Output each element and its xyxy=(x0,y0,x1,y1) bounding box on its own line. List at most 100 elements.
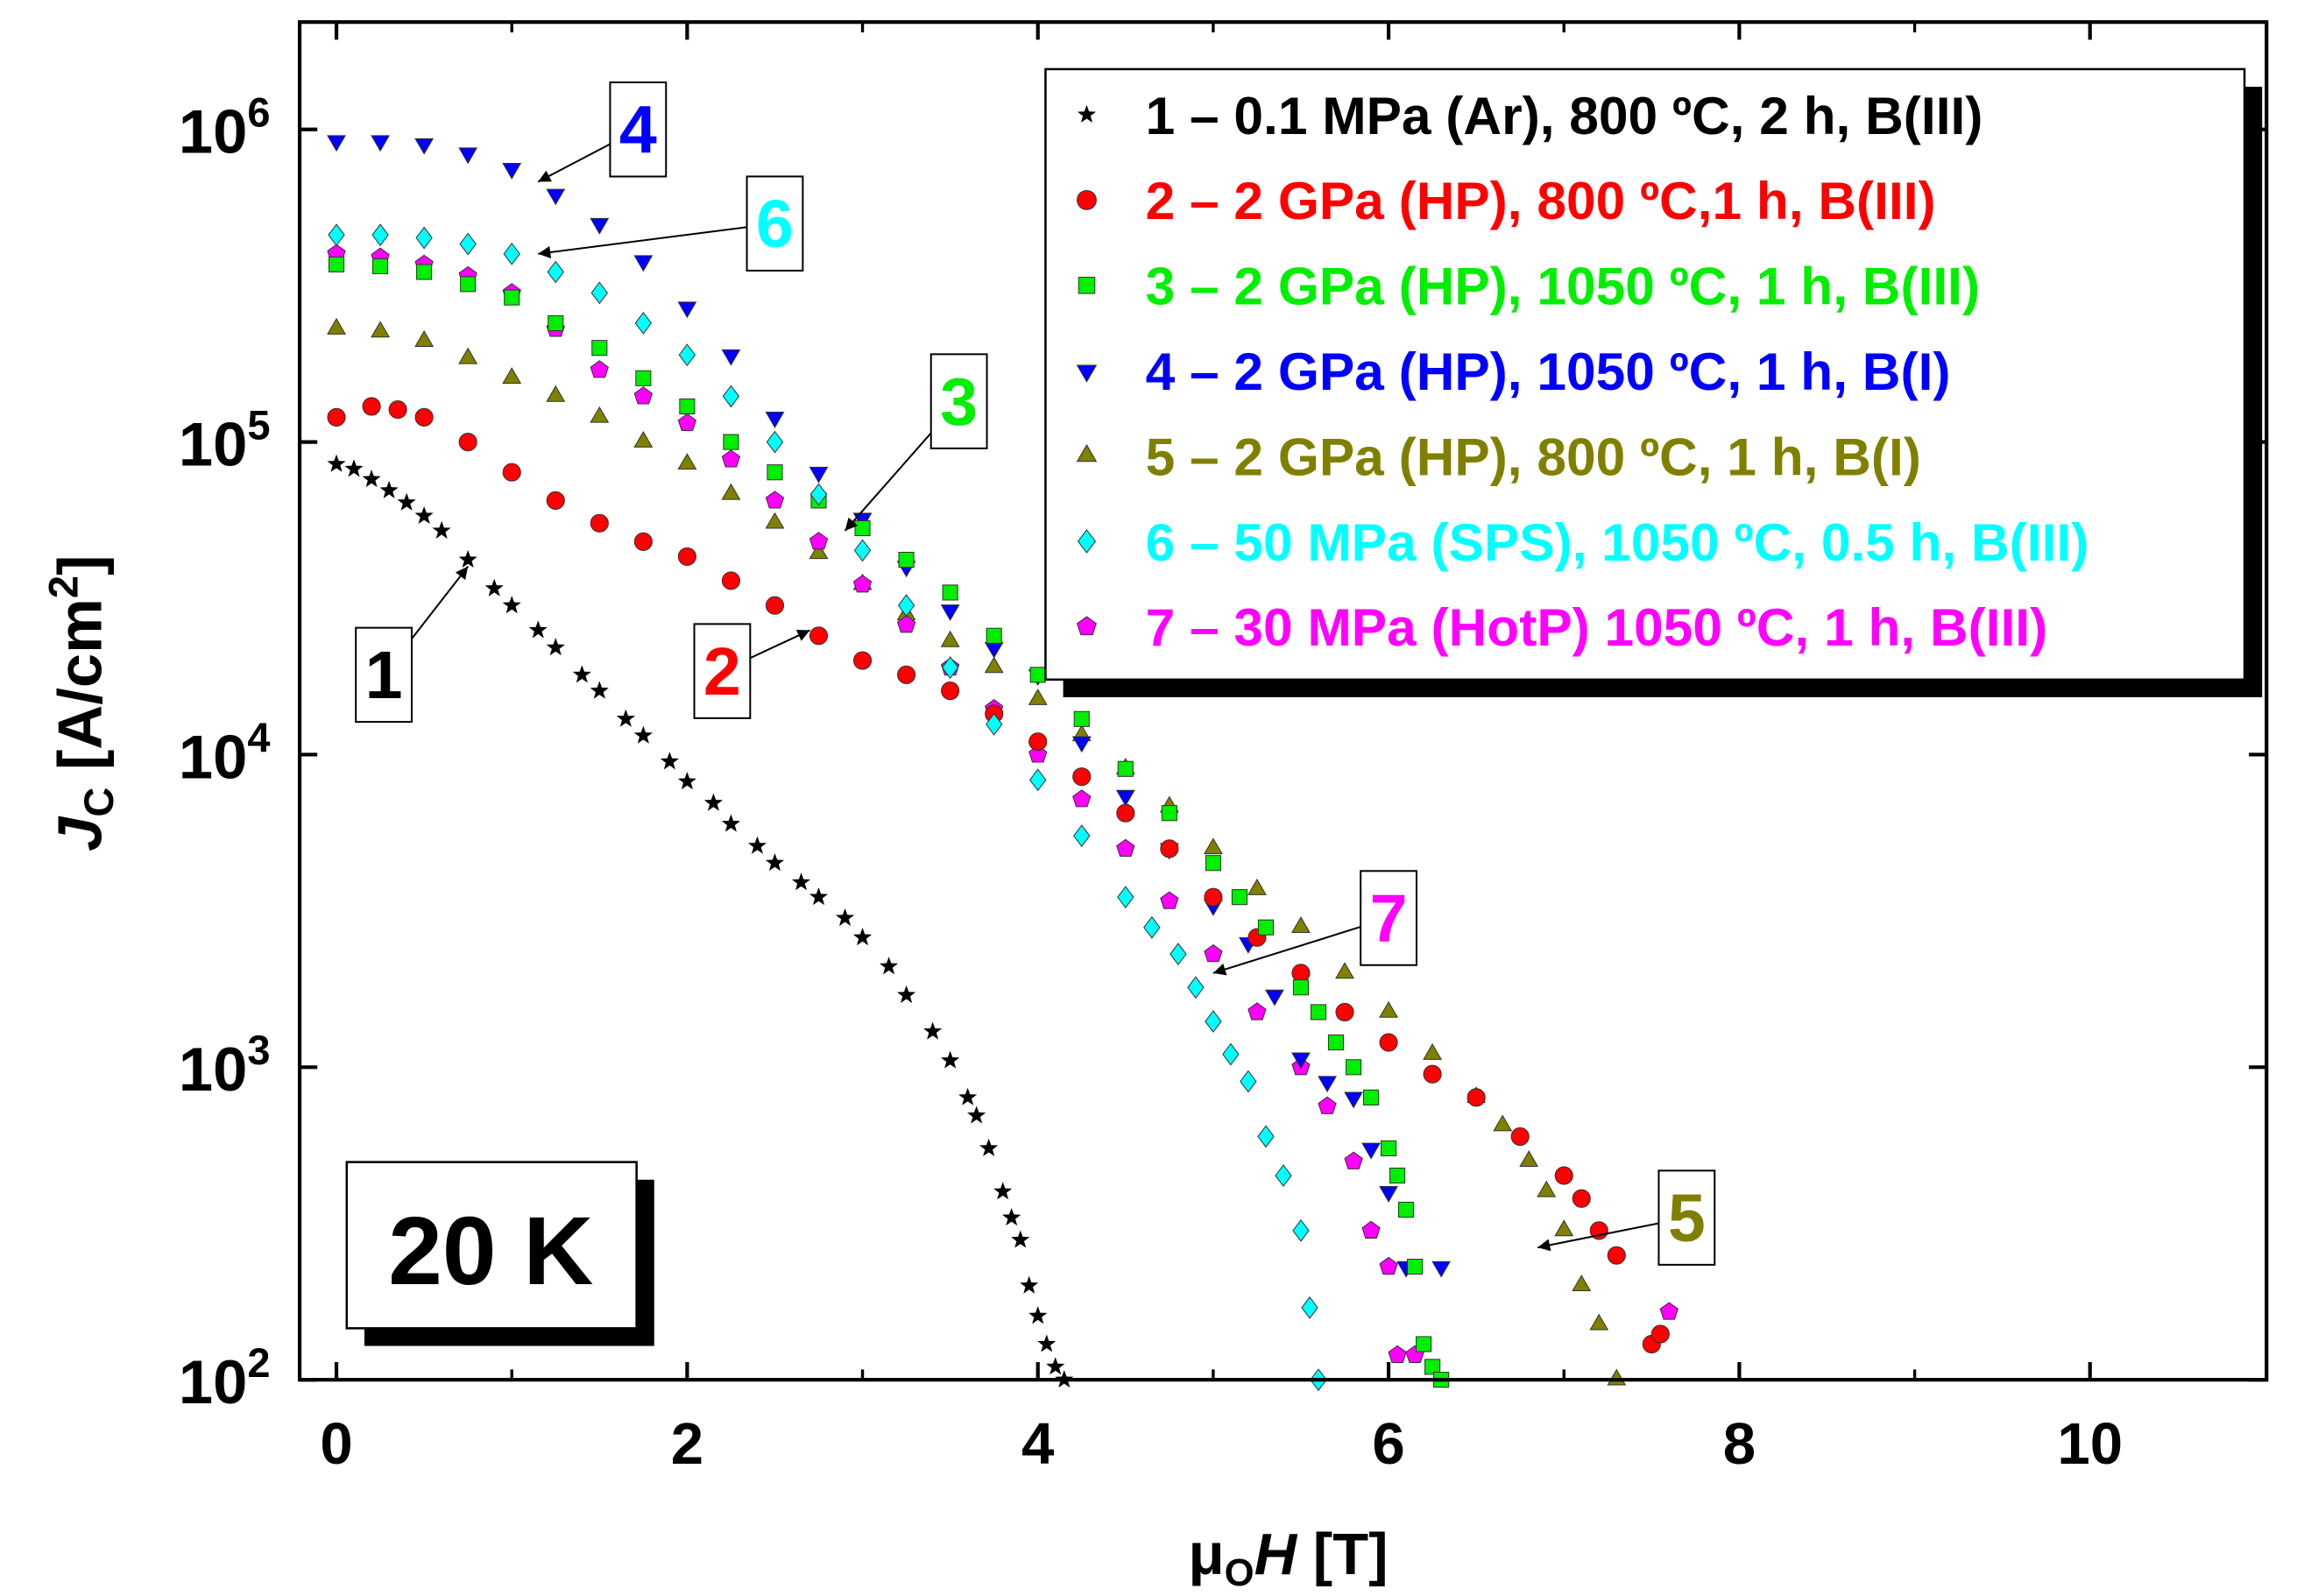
data-point-series-2 xyxy=(1379,1033,1398,1052)
data-point-series-5 xyxy=(1028,689,1048,705)
data-point-series-2 xyxy=(852,651,873,670)
x-tick-label: 8 xyxy=(1723,1411,1756,1477)
annotations: 1 2 3 4 5 6 7 xyxy=(355,81,1716,1266)
temperature-label-box: 20 K xyxy=(345,1161,654,1346)
data-point-series-1 xyxy=(502,596,521,614)
data-point-series-1 xyxy=(747,836,767,854)
data-point-series-5 xyxy=(1589,1313,1609,1331)
data-point-series-6 xyxy=(1029,768,1047,792)
data-point-series-3 xyxy=(898,551,915,568)
data-point-series-7 xyxy=(721,449,741,468)
data-point-series-2 xyxy=(1572,1189,1591,1208)
data-point-series-6 xyxy=(766,430,784,454)
data-point-series-1 xyxy=(835,907,855,927)
data-point-series-6 xyxy=(371,223,389,247)
data-point-series-3 xyxy=(1380,1140,1397,1157)
data-point-series-6 xyxy=(415,226,433,250)
data-point-series-1 xyxy=(941,1050,960,1069)
data-point-series-4 xyxy=(765,412,785,429)
data-point-series-2 xyxy=(765,596,785,615)
data-point-series-4 xyxy=(414,138,435,155)
data-point-series-6 xyxy=(503,242,520,265)
data-point-series-4 xyxy=(1318,1076,1337,1093)
annotation-box xyxy=(929,353,988,449)
data-point-series-7 xyxy=(1659,1302,1679,1320)
data-point-series-1 xyxy=(362,470,381,488)
legend-item-7: 7 – 30 MPa (HotP) 1050 ºC, 1 h, B(III) xyxy=(1076,597,2047,657)
y-tick-label: 104 xyxy=(179,714,271,791)
data-point-series-6 xyxy=(1275,1164,1292,1187)
data-point-series-3 xyxy=(591,340,608,357)
data-point-series-1 xyxy=(633,725,653,744)
data-point-series-3 xyxy=(416,264,433,280)
data-point-series-3 xyxy=(1362,1089,1380,1105)
data-point-series-7 xyxy=(1388,1345,1407,1364)
legend-label: 6 – 50 MPa (SPS), 1050 ºC, 0.5 h, B(III) xyxy=(1146,512,2089,572)
x-tick-label: 0 xyxy=(320,1411,352,1477)
data-point-series-2 xyxy=(502,463,521,482)
data-point-series-1 xyxy=(432,520,451,539)
data-point-series-3 xyxy=(1073,710,1090,727)
legend-item-2: 2 – 2 GPa (HP), 800 ºC,1 h, B(III) xyxy=(1077,171,1936,230)
legend-marker-triangle-up-icon xyxy=(1076,443,1098,463)
data-point-series-1 xyxy=(791,872,811,891)
annotation-box xyxy=(1657,1169,1716,1266)
data-point-series-4 xyxy=(1431,1261,1451,1278)
data-point-series-6 xyxy=(1073,824,1091,848)
legend-label: 2 – 2 GPa (HP), 800 ºC,1 h, B(III) xyxy=(1146,171,1936,230)
data-point-series-7 xyxy=(1072,789,1092,808)
x-tick-label: 6 xyxy=(1372,1411,1404,1477)
data-point-series-2 xyxy=(721,571,741,590)
series-2 xyxy=(327,397,1670,1354)
data-point-series-2 xyxy=(590,513,609,533)
data-point-series-5 xyxy=(371,321,391,338)
legend-marker-pentagon-icon xyxy=(1076,616,1097,636)
legend-item-1: 1 – 0.1 MPa (Ar), 800 ºC, 2 h, B(III) xyxy=(1077,86,1982,145)
data-point-series-6 xyxy=(853,539,872,562)
data-point-series-5 xyxy=(1554,1219,1574,1237)
legend-label: 5 – 2 GPa (HP), 800 ºC, 1 h, B(I) xyxy=(1146,427,1921,486)
data-point-series-7 xyxy=(1344,1151,1363,1169)
data-point-series-3 xyxy=(1117,760,1134,777)
data-point-series-2 xyxy=(1510,1126,1530,1147)
data-point-series-5 xyxy=(458,347,478,364)
data-point-series-6 xyxy=(1205,1010,1222,1034)
data-point-series-1 xyxy=(397,492,416,511)
data-point-series-4 xyxy=(371,135,391,152)
data-point-series-2 xyxy=(1116,803,1135,823)
data-point-series-4 xyxy=(677,301,697,319)
data-point-series-5 xyxy=(1493,1114,1513,1132)
y-tick-label: 102 xyxy=(179,1339,271,1416)
annotation-2: 2 xyxy=(693,623,810,719)
data-point-series-4 xyxy=(721,349,741,366)
data-point-series-3 xyxy=(1424,1359,1441,1375)
annotation-arrow xyxy=(1212,917,1389,976)
data-point-series-7 xyxy=(852,575,873,593)
annotation-label: 6 xyxy=(756,187,794,262)
data-point-series-6 xyxy=(678,343,696,367)
data-point-series-6 xyxy=(1257,1125,1275,1148)
data-point-series-1 xyxy=(528,620,548,639)
data-point-series-3 xyxy=(1407,1259,1424,1275)
data-point-series-6 xyxy=(459,232,477,256)
data-point-series-2 xyxy=(1160,839,1179,858)
data-point-series-2 xyxy=(1650,1324,1670,1344)
data-point-series-1 xyxy=(852,928,873,946)
data-point-series-3 xyxy=(854,519,871,537)
data-point-series-1 xyxy=(721,814,741,832)
data-point-series-2 xyxy=(1335,1002,1354,1022)
data-point-series-3 xyxy=(1416,1336,1432,1352)
data-marks xyxy=(327,135,1679,1392)
annotation-box xyxy=(609,81,668,178)
y-tick-label: 106 xyxy=(179,88,271,166)
y-tick-label: 103 xyxy=(179,1027,271,1104)
annotation-label: 1 xyxy=(365,638,403,713)
data-point-series-6 xyxy=(1117,886,1134,909)
data-point-series-7 xyxy=(1204,943,1223,963)
data-point-series-3 xyxy=(986,627,1002,644)
data-point-series-1 xyxy=(979,1138,999,1156)
data-point-series-6 xyxy=(985,712,1003,736)
data-point-series-3 xyxy=(1231,889,1247,906)
data-point-series-2 xyxy=(327,407,346,427)
data-point-series-1 xyxy=(897,985,916,1004)
